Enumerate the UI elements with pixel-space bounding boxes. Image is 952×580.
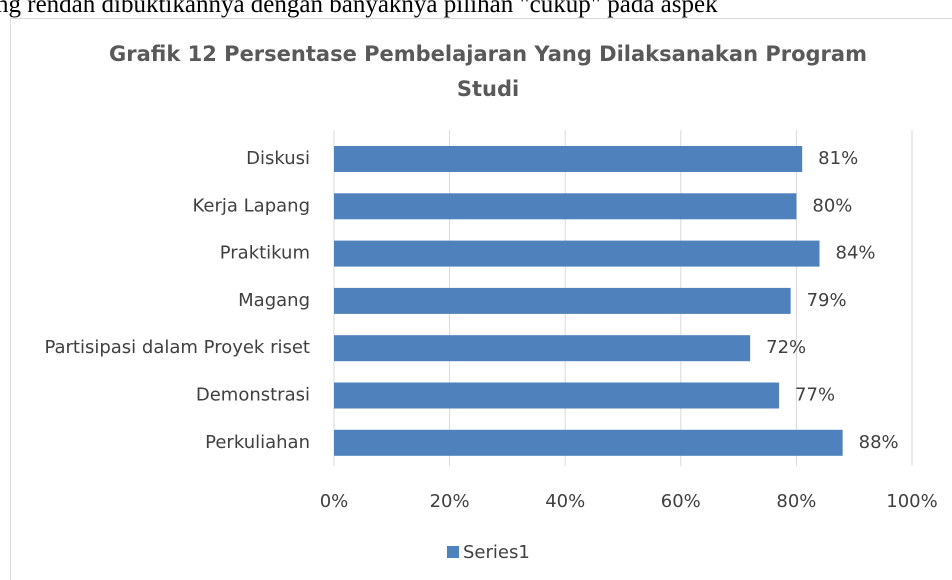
x-tick-label: 20% <box>430 491 470 512</box>
data-label: 84% <box>836 243 876 264</box>
y-tick-label: Partisipasi dalam Proyek riset <box>44 337 310 358</box>
x-tick-label: 100% <box>886 491 937 512</box>
document-text: ng rendah dibuktikannya dengan banyaknya… <box>0 0 718 18</box>
bar <box>334 193 797 220</box>
legend-label: Series1 <box>463 542 530 563</box>
data-label: 72% <box>766 337 806 358</box>
y-tick-label: Perkuliahan <box>205 432 310 453</box>
bar <box>334 146 803 172</box>
y-tick-label: Praktikum <box>220 243 310 264</box>
x-tick-label: 60% <box>661 491 701 512</box>
chart-title: Grafik 12 Persentase Pembelajaran Yang D… <box>109 42 867 101</box>
bar <box>334 335 751 362</box>
data-label: 80% <box>812 195 852 216</box>
bar <box>334 287 791 314</box>
data-label: 88% <box>859 432 899 453</box>
data-label: 77% <box>795 385 835 406</box>
bar <box>334 429 843 456</box>
x-tick-label: 40% <box>545 491 585 512</box>
x-tick-label: 0% <box>320 491 349 512</box>
data-label: 81% <box>818 148 858 169</box>
y-tick-label: Demonstrasi <box>196 385 310 406</box>
y-tick-label: Kerja Lapang <box>193 195 310 216</box>
y-tick-label: Magang <box>238 290 310 311</box>
bar <box>334 240 820 267</box>
x-tick-label: 80% <box>776 491 816 512</box>
data-label: 79% <box>807 290 847 311</box>
legend-swatch <box>447 546 459 558</box>
bar <box>334 382 780 409</box>
y-tick-label: Diskusi <box>246 148 310 169</box>
